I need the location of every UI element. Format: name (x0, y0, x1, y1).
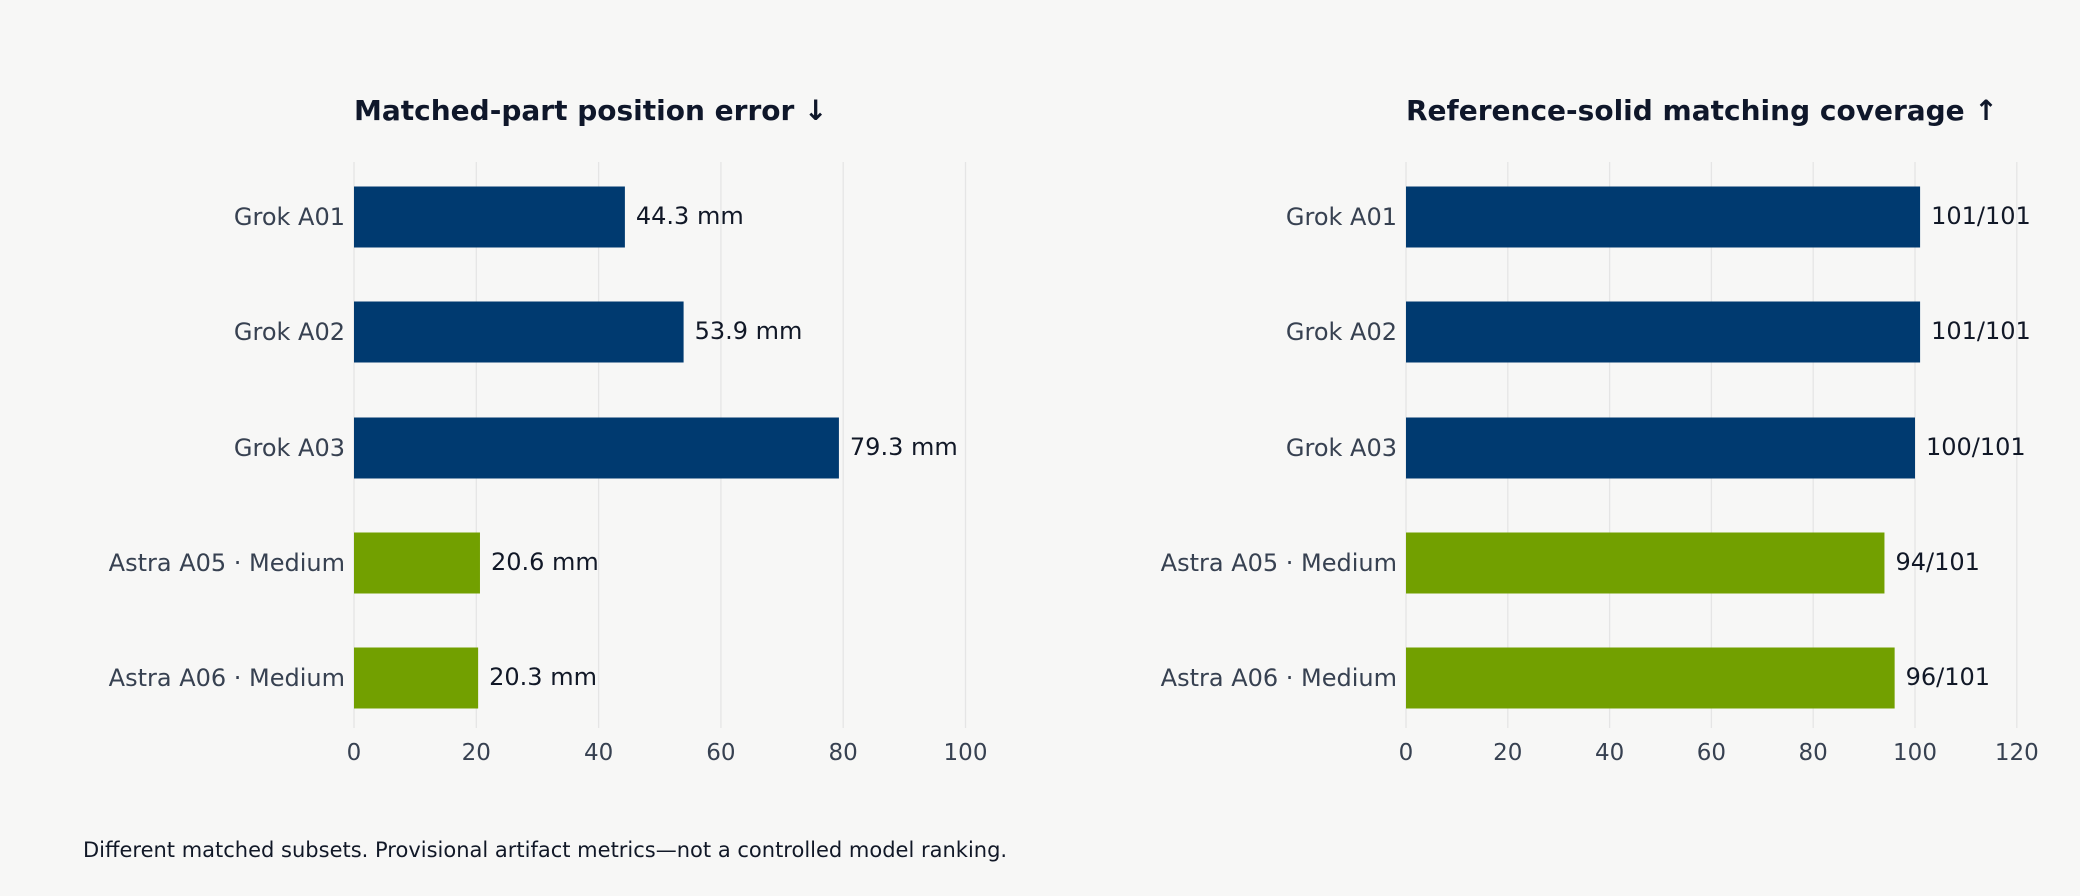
chart2-tick-label-6: 120 (1995, 740, 2039, 766)
chart1-bar-4 (354, 647, 479, 709)
chart2-category-label-1: Grok A02 (1286, 318, 1397, 346)
chart2-tick-label-0: 0 (1399, 740, 1414, 766)
chart1-category-label-0: Grok A01 (234, 203, 345, 231)
chart2-title: Reference-solid matching coverage ↑ (1406, 94, 1998, 127)
chart1-tick-label-3: 60 (706, 740, 735, 766)
chart1-value-label-0: 44.3 mm (636, 202, 744, 230)
chart1-value-label-4: 20.3 mm (489, 663, 597, 691)
chart1-category-label-2: Grok A03 (234, 434, 345, 462)
chart1-value-label-1: 53.9 mm (695, 317, 803, 345)
chart1-category-label-1: Grok A02 (234, 318, 345, 346)
chart1-value-label-3: 20.6 mm (491, 548, 599, 576)
chart2-tick-label-4: 80 (1799, 740, 1828, 766)
chart1-tick-label-2: 40 (584, 740, 613, 766)
chart1-bar-1 (354, 301, 684, 363)
chart2-category-label-4: Astra A06 · Medium (1161, 664, 1397, 692)
chart2-bar-4 (1406, 647, 1895, 709)
chart2-tick-label-3: 60 (1697, 740, 1726, 766)
chart2-value-label-0: 101/101 (1931, 202, 2031, 230)
chart2-value-label-3: 94/101 (1895, 548, 1979, 576)
chart2-value-label-4: 96/101 (1906, 663, 1990, 691)
chart2-category-label-0: Grok A01 (1286, 203, 1397, 231)
chart2-bar-1 (1406, 301, 1921, 363)
chart2-bar-2 (1406, 417, 1915, 479)
chart1-category-label-3: Astra A05 · Medium (109, 549, 345, 577)
chart2-category-label-2: Grok A03 (1286, 434, 1397, 462)
chart1-tick-label-1: 20 (462, 740, 491, 766)
chart2-bar-0 (1406, 186, 1921, 248)
chart1-title: Matched-part position error ↓ (354, 94, 828, 127)
chart2-tick-label-2: 40 (1595, 740, 1624, 766)
chart2-value-label-2: 100/101 (1926, 433, 2026, 461)
chart1-value-label-2: 79.3 mm (850, 433, 958, 461)
chart1-tick-label-4: 80 (829, 740, 858, 766)
chart2-tick-label-1: 20 (1493, 740, 1522, 766)
chart1-bar-2 (354, 417, 839, 479)
chart2-value-label-1: 101/101 (1931, 317, 2031, 345)
chart1-tick-label-5: 100 (944, 740, 988, 766)
chart2-category-label-3: Astra A05 · Medium (1161, 549, 1397, 577)
chart2-tick-label-5: 100 (1893, 740, 1937, 766)
chart1-category-label-4: Astra A06 · Medium (109, 664, 345, 692)
chart1-tick-label-0: 0 (347, 740, 362, 766)
chart2-bar-3 (1406, 532, 1885, 594)
chart1-bar-0 (354, 186, 625, 248)
chart1-bar-3 (354, 532, 480, 594)
footnote: Different matched subsets. Provisional a… (83, 838, 1008, 862)
